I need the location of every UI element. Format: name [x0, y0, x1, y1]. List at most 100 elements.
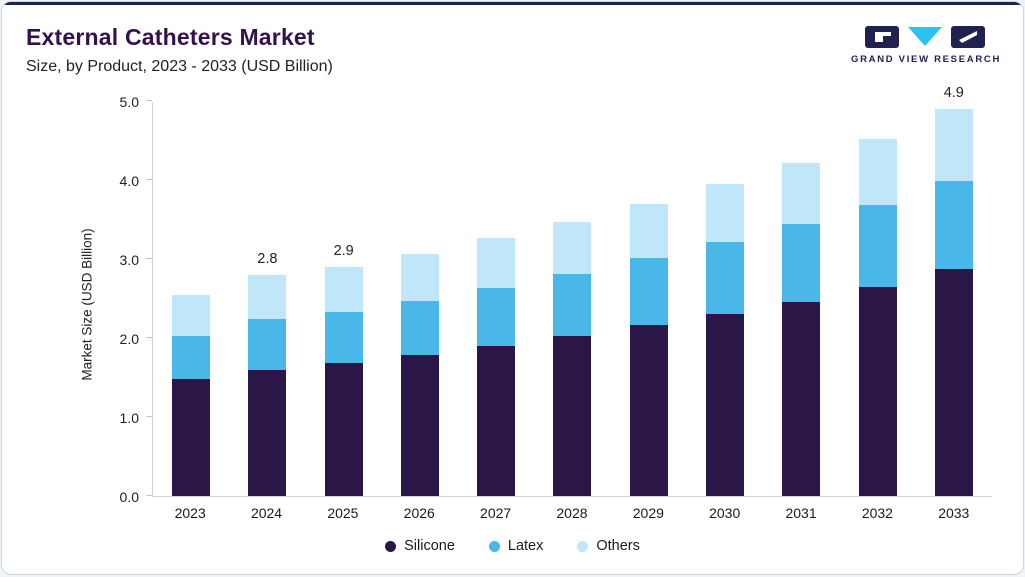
bar-segment-silicone	[705, 314, 744, 496]
bar-value-label: 2.8	[257, 250, 278, 267]
logo-text: GRAND VIEW RESEARCH	[851, 54, 1002, 65]
x-tick-label: 2023	[174, 505, 206, 521]
y-tick-label: 5.0	[119, 94, 139, 110]
bar-column-2027	[458, 102, 534, 496]
y-axis-title: Market Size (USD Billion)	[79, 228, 95, 381]
stacked-bar-2031	[782, 162, 821, 496]
bar-segment-silicone	[629, 325, 668, 496]
bar-segment-latex	[248, 319, 287, 370]
bar-column-2028	[534, 102, 610, 496]
bar-segment-latex	[934, 180, 973, 270]
y-tick-label: 3.0	[119, 252, 139, 268]
y-tick-label: 1.0	[119, 410, 139, 426]
bar-segment-others	[248, 274, 287, 320]
stacked-bar-2026	[400, 253, 439, 496]
stacked-bar-2025: 2.9	[324, 243, 363, 496]
bars-area: 2.8 2.9 4.9	[153, 85, 992, 496]
y-tick-mark	[146, 337, 152, 338]
bar-segment-others	[782, 162, 821, 225]
bar-value-label: 4.9	[943, 84, 964, 101]
y-tick-mark	[146, 179, 152, 180]
bar-segment-silicone	[858, 287, 897, 496]
x-tick-label: 2027	[480, 505, 512, 521]
legend-item-silicone: Silicone	[385, 538, 455, 554]
bar-segment-silicone	[553, 336, 592, 496]
grand-view-research-logo: GRAND VIEW RESEARCH	[851, 26, 999, 65]
bar-segment-others	[324, 266, 363, 312]
x-tick-label: 2033	[938, 505, 970, 521]
x-tick-label: 2032	[861, 505, 893, 521]
x-tick-label: 2025	[327, 505, 359, 521]
bar-segment-others	[858, 138, 897, 205]
bar-column-2025: 2.9	[306, 102, 382, 496]
chart-header: External Catheters Market Size, by Produ…	[26, 24, 333, 76]
y-tick-mark	[146, 495, 152, 496]
chart-subtitle: Size, by Product, 2023 - 2033 (USD Billi…	[26, 58, 333, 75]
bar-column-2031	[763, 102, 839, 496]
stacked-bar-2027	[477, 238, 516, 496]
legend-swatch	[488, 540, 500, 552]
bar-segment-others	[400, 253, 439, 301]
bar-segment-others	[934, 108, 973, 181]
y-axis-ticks: 0.0 1.0 2.0 3.0 4.0 5.0	[97, 94, 139, 505]
bar-segment-latex	[705, 242, 744, 315]
y-tick-label: 0.0	[119, 489, 139, 505]
stacked-bar-2033: 4.9	[934, 85, 973, 496]
bar-segment-others	[629, 203, 668, 259]
legend-item-others: Others	[577, 538, 640, 554]
stacked-bar-2024: 2.8	[248, 251, 287, 496]
bar-column-2032	[839, 102, 915, 496]
bar-segment-silicone	[477, 345, 516, 496]
bar-column-2023	[153, 102, 229, 496]
bar-segment-latex	[629, 258, 668, 326]
legend-swatch	[385, 540, 397, 552]
legend: Silicone Latex Others	[2, 538, 1023, 554]
stacked-bar-2023	[172, 294, 211, 496]
bar-column-2030	[687, 102, 763, 496]
stacked-bar-2029	[629, 203, 668, 496]
bar-column-2024: 2.8	[229, 102, 305, 496]
plot-area: 2.8 2.9 4.9	[146, 85, 992, 497]
y-tick-label: 4.0	[119, 173, 139, 189]
bar-segment-latex	[858, 204, 897, 288]
bar-segment-latex	[477, 288, 516, 346]
bar-segment-silicone	[172, 379, 211, 496]
bar-segment-others	[705, 183, 744, 243]
y-tick-mark	[146, 100, 152, 101]
x-tick-label: 2031	[785, 505, 817, 521]
y-tick-mark	[146, 258, 152, 259]
stacked-bar-2030	[705, 183, 744, 496]
bar-segment-others	[477, 238, 516, 289]
logo-mark-icon	[865, 26, 985, 48]
legend-swatch	[577, 540, 589, 552]
stacked-bar-2028	[553, 221, 592, 496]
top-accent-line	[2, 2, 1023, 5]
bar-segment-latex	[782, 224, 821, 302]
bar-column-2029	[611, 102, 687, 496]
legend-label: Latex	[507, 538, 544, 554]
y-tick-label: 2.0	[119, 331, 139, 347]
bar-segment-latex	[324, 311, 363, 364]
stacked-bar-2032	[858, 138, 897, 496]
bar-segment-others	[553, 221, 592, 275]
chart-title: External Catheters Market	[26, 24, 315, 50]
bar-segment-silicone	[782, 301, 821, 496]
bar-value-label: 2.9	[333, 242, 354, 259]
bar-column-2026	[382, 102, 458, 496]
x-tick-label: 2024	[250, 505, 283, 521]
legend-label: Silicone	[404, 538, 455, 554]
bar-segment-latex	[172, 335, 211, 380]
x-tick-label: 2026	[403, 505, 435, 521]
x-tick-label: 2028	[556, 505, 588, 521]
bar-segment-silicone	[934, 269, 973, 496]
bar-segment-silicone	[400, 355, 439, 496]
bar-segment-latex	[553, 274, 592, 337]
bar-segment-silicone	[324, 363, 363, 496]
bar-column-2033: 4.9	[916, 85, 992, 496]
legend-item-latex: Latex	[488, 538, 544, 554]
x-axis-labels: 2023 2024 2025 2026 2027 2028 2029 2030 2031 2032…	[152, 505, 992, 521]
y-tick-mark	[146, 416, 152, 417]
legend-label: Others	[596, 538, 640, 554]
bar-segment-others	[172, 294, 211, 336]
